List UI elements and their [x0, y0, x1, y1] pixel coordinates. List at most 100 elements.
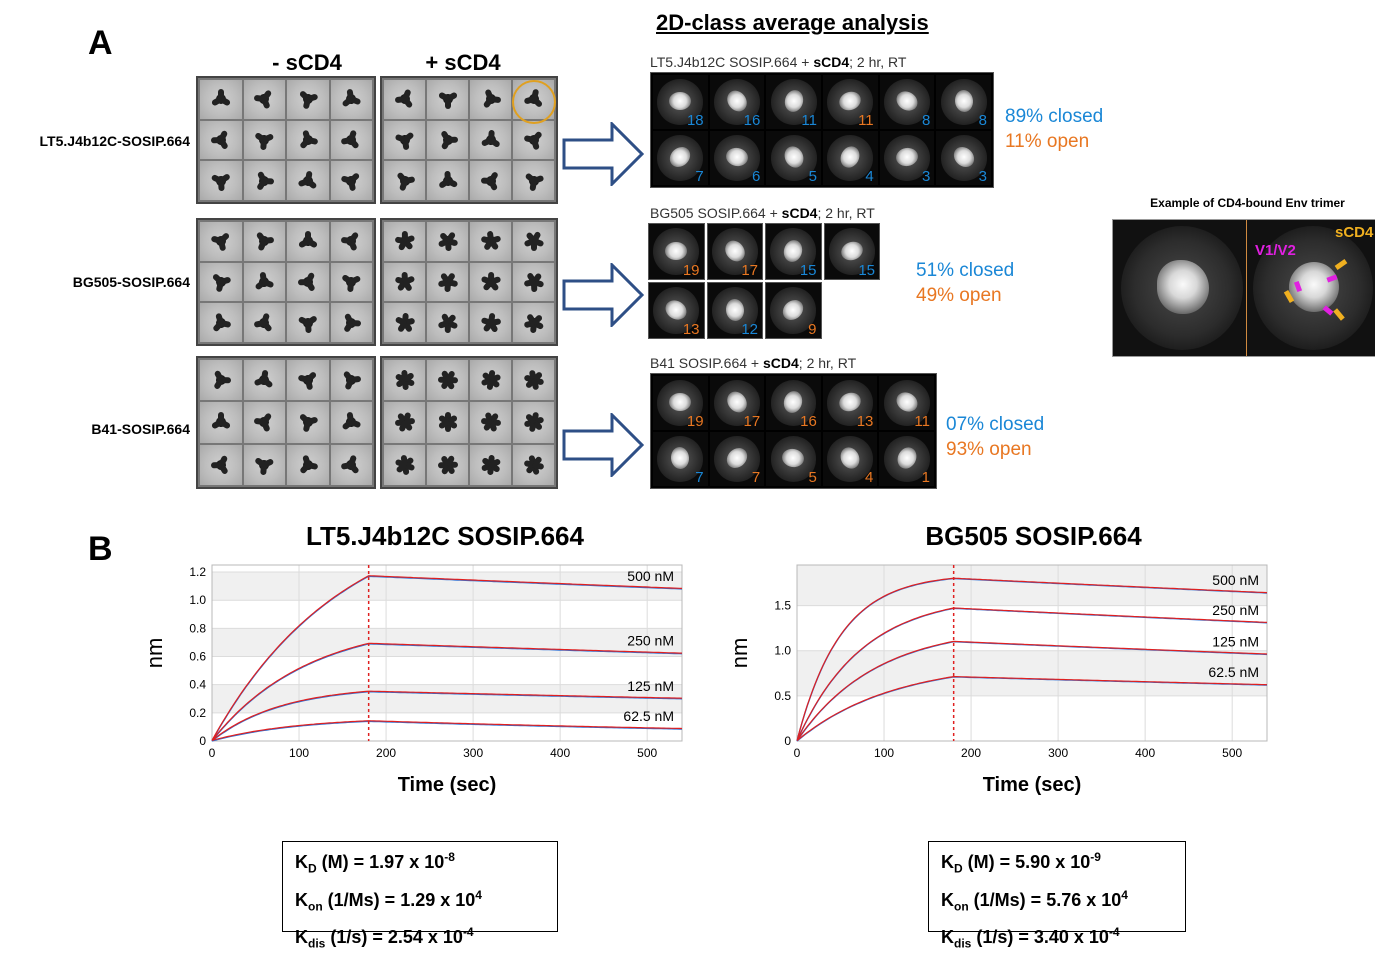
particle	[207, 409, 234, 436]
sensorgram-bg505: 0 100 200 300 400 500 0 0.5 1.0 1.5 Time (sec) nm 50…	[727, 564, 1268, 796]
grid-band	[797, 565, 1267, 606]
particle-count: 17	[743, 413, 761, 430]
class-average-grid-lt5: 18 16 11 11 8 8 7 6 5 4 3 3	[650, 72, 994, 188]
micrograph-tile	[287, 120, 329, 160]
x-tick-label: 200	[961, 746, 981, 760]
micrograph-tile	[287, 161, 329, 200]
micrograph-tile	[330, 222, 372, 261]
panel-b-label: B	[88, 530, 113, 568]
x-tick-label: 100	[874, 746, 894, 760]
condition-label-lt5: LT5.J4b12C SOSIP.664 + sCD4; 2 hr, RT	[650, 54, 907, 70]
series-label: 250 nM	[1212, 602, 1259, 618]
kinetics-box-lt5: KD (M) = 1.97 x 10-8 Kon (1/Ms) = 1.29 x…	[282, 841, 558, 951]
particle	[253, 230, 275, 252]
particle-count: 11	[801, 112, 817, 129]
grid-band	[212, 684, 682, 713]
x-tick-label: 300	[1048, 746, 1068, 760]
particle	[294, 228, 321, 255]
particle-count: 9	[808, 321, 817, 338]
particle	[207, 451, 234, 478]
particle	[251, 167, 278, 194]
particle-count: 7	[751, 469, 761, 486]
micrograph-tile	[513, 444, 554, 485]
scd4-marker	[1333, 308, 1345, 321]
x-tick-label: 100	[289, 746, 309, 760]
class-average: 13	[822, 376, 878, 430]
micrograph-tile	[243, 262, 285, 302]
particle	[250, 268, 278, 296]
particle	[294, 408, 322, 436]
class-average: 5	[766, 131, 821, 185]
particle	[337, 167, 365, 195]
class-average: 8	[936, 75, 991, 129]
class-average: 19	[653, 376, 708, 430]
particle	[435, 270, 460, 295]
inset-divider	[1246, 220, 1247, 356]
particle	[477, 451, 505, 479]
micrograph-tile	[200, 80, 242, 119]
particle	[340, 128, 363, 151]
class-average: 11	[879, 376, 934, 430]
x-tick-label: 0	[794, 746, 801, 760]
class-average: 17	[709, 376, 765, 430]
particle	[476, 227, 504, 255]
micrograph-tile	[513, 360, 554, 401]
micrograph-tile	[243, 444, 285, 485]
sensorgram-lt5: 0 100 200 300 400 500 0 0.2 0.4 0.6 0.8 1.0 1.2 Time …	[142, 564, 683, 796]
class-average: 4	[823, 131, 878, 185]
micrograph-block	[196, 218, 376, 346]
particle	[434, 86, 461, 113]
particle	[296, 169, 319, 192]
trimer-image-left	[1121, 226, 1243, 350]
class-average: 16	[766, 376, 821, 430]
particle	[296, 368, 320, 392]
closed-percent-lt5: 89% closed	[1005, 106, 1104, 127]
particle	[477, 127, 504, 154]
micrograph-tile	[427, 80, 468, 119]
particle	[210, 369, 231, 391]
micrograph-tile	[330, 444, 372, 485]
row-label-lt5: LT5.J4b12C-SOSIP.664	[39, 133, 190, 149]
measured-curve	[211, 575, 683, 742]
particle-count: 13	[856, 413, 874, 430]
class-average: 7	[653, 432, 708, 486]
x-axis-label: Time (sec)	[398, 774, 497, 796]
particle-count: 4	[865, 469, 874, 486]
particle-count: 7	[695, 168, 704, 185]
micrograph-tile	[470, 303, 511, 342]
micrograph-tile	[427, 262, 468, 302]
minus-scd4-header: - sCD4	[272, 50, 342, 75]
particle	[207, 126, 235, 154]
particle	[341, 312, 362, 333]
particle	[390, 268, 418, 296]
particle	[433, 309, 461, 337]
particle-count: 8	[978, 112, 987, 129]
class-average: 11	[823, 75, 878, 129]
scd4-marker	[1334, 259, 1348, 270]
particle-count: 15	[799, 262, 817, 279]
kd-value: KD (M) = 1.97 x 10-8	[295, 850, 455, 876]
particle	[437, 454, 458, 476]
arrow-lt5	[562, 122, 644, 186]
particle-count: 4	[865, 168, 874, 185]
series-label: 62.5 nM	[623, 708, 674, 724]
micrograph-tile	[513, 402, 554, 443]
particle	[435, 229, 460, 254]
open-percent-b41: 93% open	[946, 439, 1032, 460]
micrograph-tile	[330, 303, 372, 342]
class-average: 15	[765, 223, 822, 280]
particle-count: 7	[695, 469, 704, 486]
scd4-label: sCD4	[1335, 224, 1374, 241]
particle-count: 8	[921, 112, 931, 129]
closed-percent-b41: 07% closed	[946, 414, 1045, 435]
chart-title-bg505: BG505 SOSIP.664	[925, 521, 1142, 551]
particle	[338, 228, 364, 254]
series-label: 125 nM	[1212, 633, 1259, 649]
series-label: 125 nM	[627, 678, 674, 694]
particle-count: 6	[751, 168, 761, 185]
plot-frame	[796, 564, 1268, 742]
micrograph-tile	[287, 262, 329, 302]
y-tick-label: 0	[784, 734, 791, 748]
fit-curve	[211, 642, 682, 741]
particle-count: 5	[808, 469, 817, 486]
